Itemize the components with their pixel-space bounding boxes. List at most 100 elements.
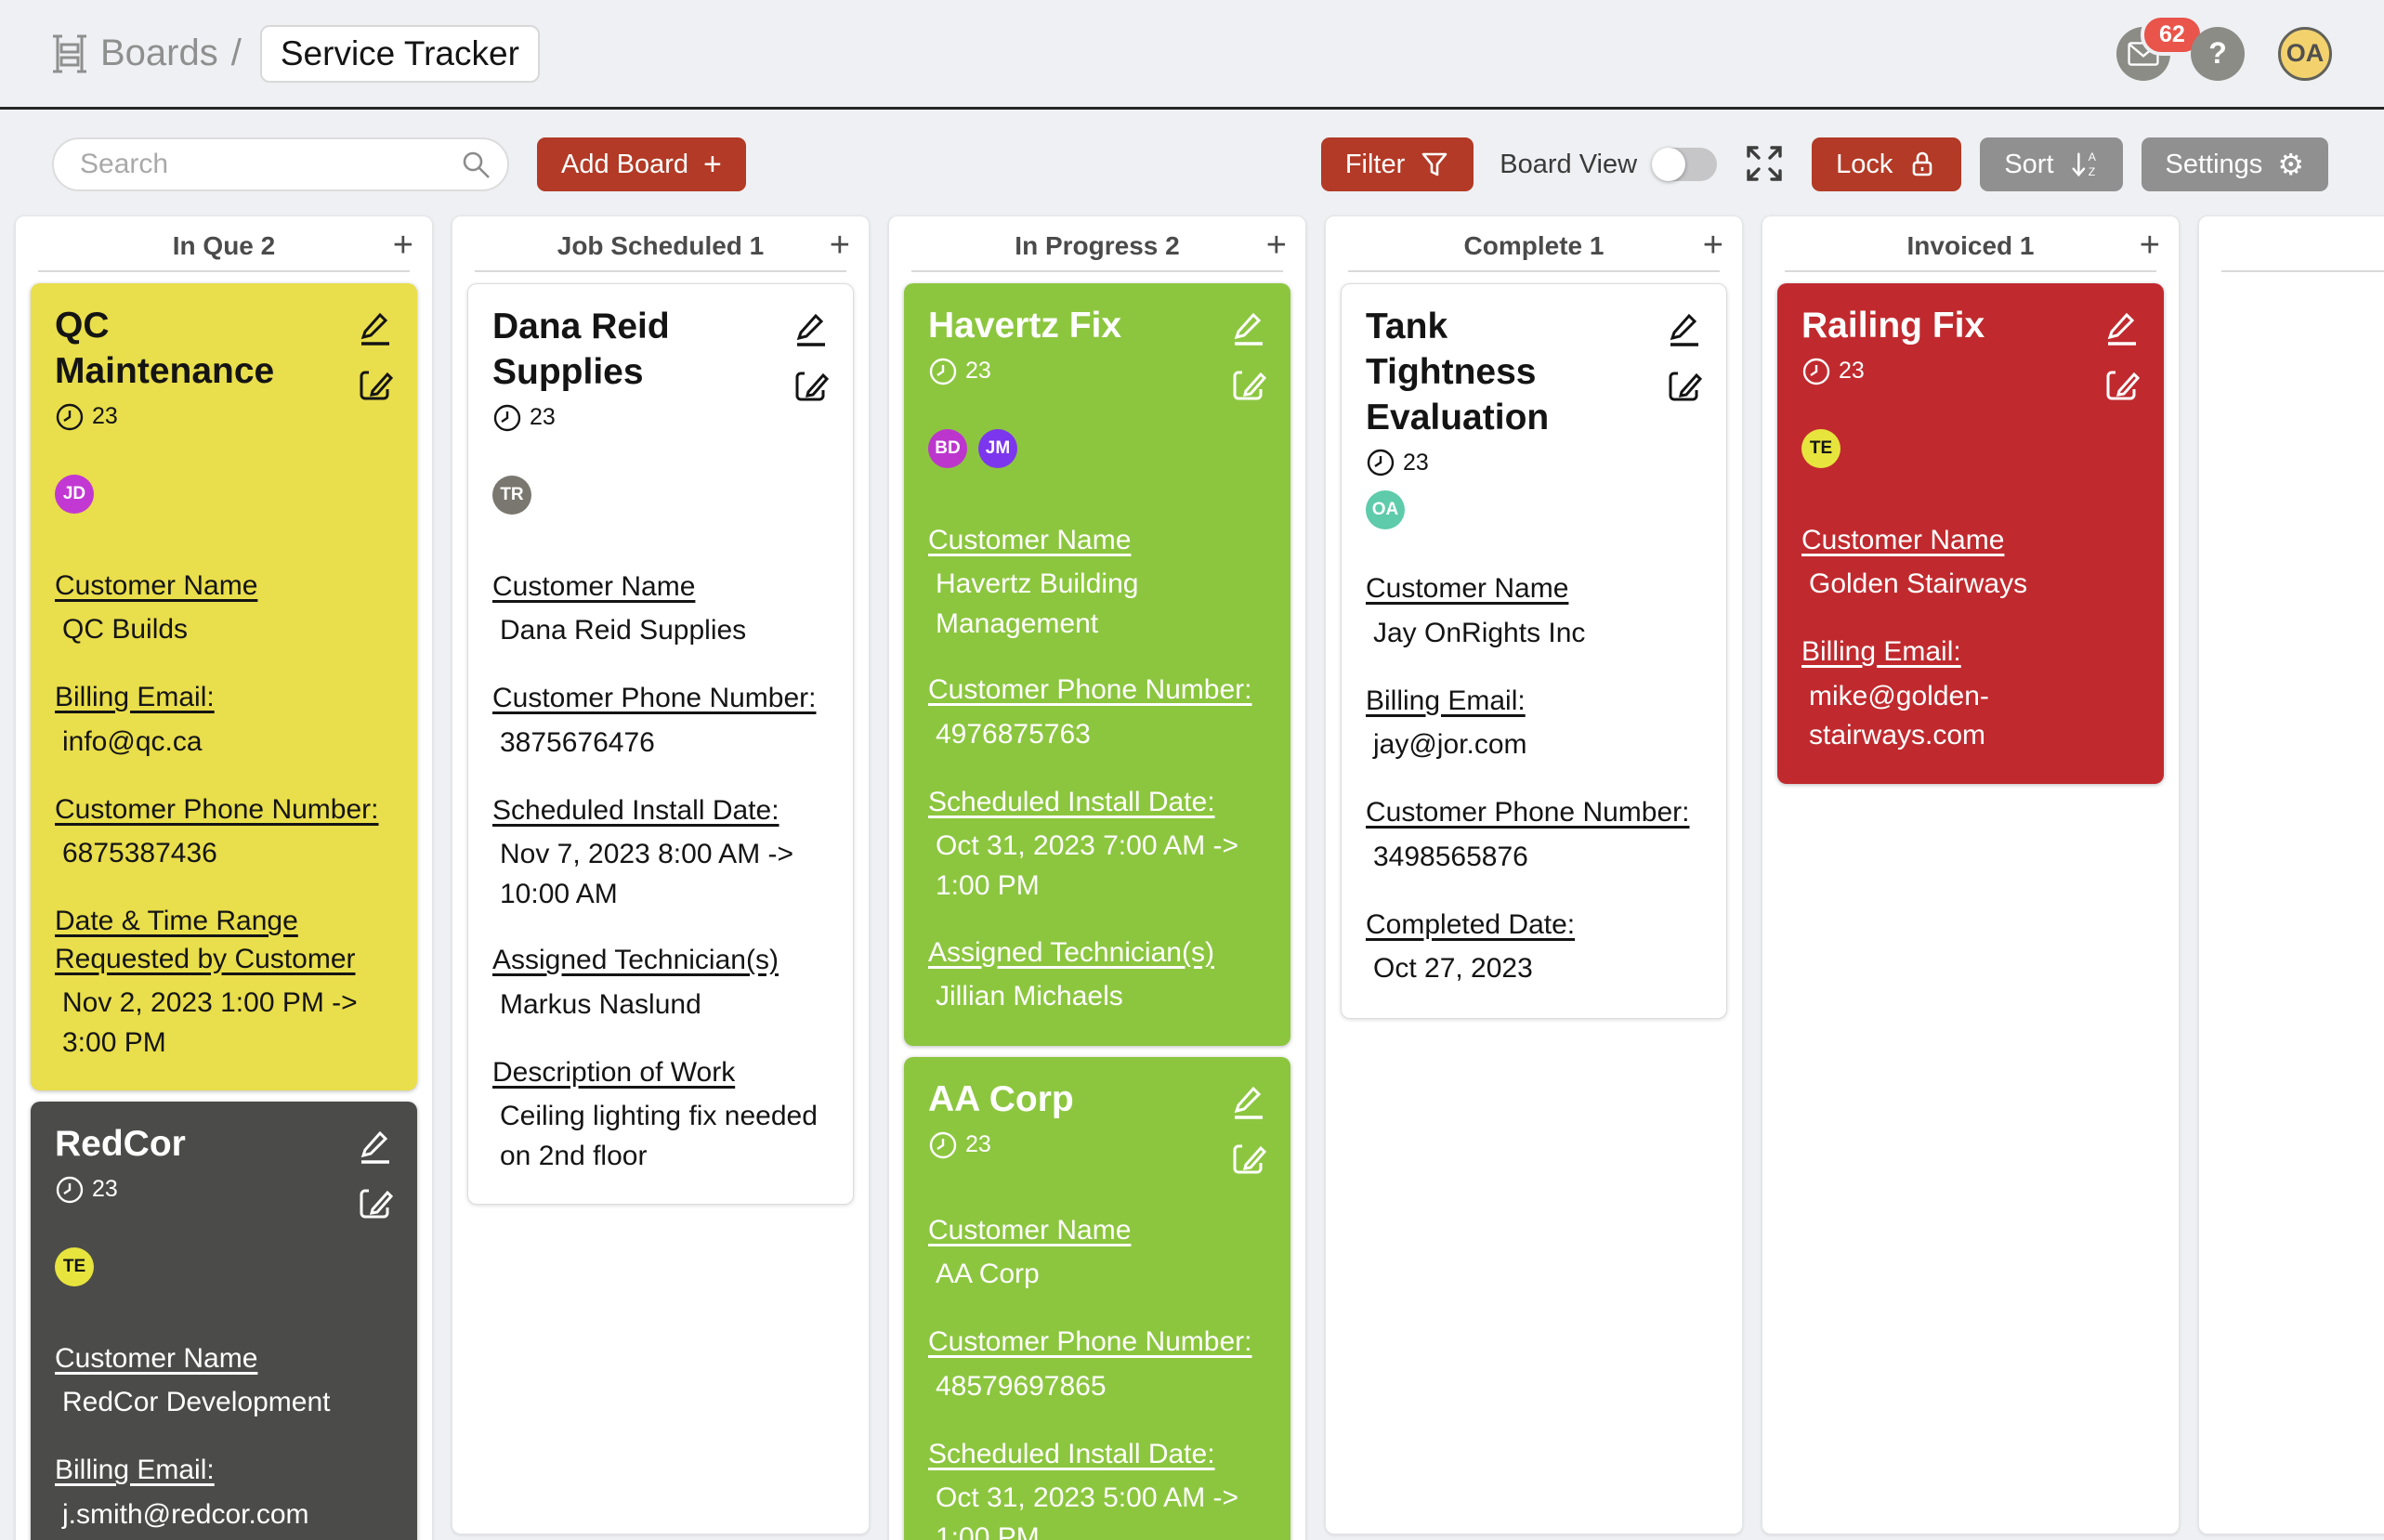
column-title: Pa — [2221, 231, 2384, 261]
svg-text:A: A — [2088, 150, 2096, 163]
column-invoiced: Invoiced 1 + Railing Fix 23 — [1762, 215, 2180, 1534]
card-clock: 23 — [928, 357, 1266, 386]
settings-button[interactable]: Settings ⚙ — [2141, 137, 2328, 191]
card-field: Scheduled Install Date: Oct 31, 2023 7:00… — [928, 786, 1239, 902]
filter-button[interactable]: Filter — [1320, 137, 1474, 191]
edit-title-button[interactable] — [790, 307, 831, 347]
add-card-button[interactable]: + — [829, 226, 850, 265]
card-title: RedCor — [55, 1124, 186, 1165]
svg-text:Z: Z — [2088, 165, 2095, 178]
column-title: In Que 2 — [172, 231, 276, 260]
add-card-button[interactable]: + — [2139, 226, 2160, 265]
card-title: AA Corp — [928, 1079, 1074, 1120]
card-havertz-fix[interactable]: Havertz Fix 23 BD JM — [904, 283, 1290, 1047]
column-divider — [38, 270, 410, 272]
edit-title-button[interactable] — [1227, 1079, 1268, 1120]
breadcrumb-boards[interactable]: Boards — [100, 33, 218, 73]
board-view-toggle[interactable] — [1652, 148, 1718, 181]
card-field: Customer Phone Number: 6875387436 — [55, 793, 379, 869]
column-divider — [1785, 270, 2156, 272]
edit-title-button[interactable] — [1663, 307, 1704, 347]
open-editor-button[interactable] — [790, 364, 831, 405]
open-editor-button[interactable] — [354, 363, 395, 404]
gear-icon: ⚙ — [2277, 147, 2304, 182]
edit-note-icon — [795, 372, 830, 401]
avatar: TR — [492, 475, 531, 515]
column-divider — [2221, 270, 2384, 272]
card-field: Customer Name QC Builds — [55, 569, 258, 646]
open-editor-button[interactable] — [354, 1181, 395, 1222]
open-editor-button[interactable] — [1227, 363, 1268, 404]
column-complete: Complete 1 + Tank Tightness Evaluation 2… — [1325, 215, 1743, 1534]
column-job-scheduled: Job Scheduled 1 + Dana Reid Supplies 23 — [452, 215, 870, 1534]
search-icon — [463, 151, 490, 178]
card-qc-maintenance[interactable]: QC Maintenance 23 JD Custo — [31, 283, 417, 1091]
card-title: Havertz Fix — [928, 306, 1122, 346]
help-button[interactable]: ? — [2191, 26, 2245, 81]
card-clock: 23 — [1801, 357, 2140, 386]
clock-icon — [1802, 358, 1830, 385]
edit-note-icon — [1233, 371, 1267, 400]
board: In Que 2 + QC Maintenance 23 — [0, 191, 2384, 1540]
edit-title-button[interactable] — [1227, 306, 1268, 346]
edit-title-button[interactable] — [354, 306, 395, 346]
card-field: Description of Work Ceiling lighting fix … — [492, 1056, 818, 1171]
open-editor-button[interactable] — [1227, 1137, 1268, 1178]
app-header: Boards / Service Tracker 62 ? OA — [0, 0, 2384, 110]
card-field: Customer Name Dana Reid Supplies — [492, 570, 747, 646]
breadcrumb-separator: / — [230, 33, 242, 73]
edit-title-button[interactable] — [2101, 306, 2142, 346]
search-input[interactable] — [52, 137, 509, 191]
card-field: Assigned Technician(s) Jillian Michaels — [928, 936, 1214, 1012]
column-in-que: In Que 2 + QC Maintenance 23 — [15, 215, 433, 1540]
card-field: Billing Email: jay@jor.com — [1366, 685, 1527, 761]
edit-note-icon — [2106, 371, 2141, 400]
add-card-button[interactable]: + — [1702, 226, 1723, 265]
sort-button[interactable]: Sort A Z — [1980, 137, 2123, 191]
avatar: JM — [978, 428, 1017, 468]
edit-note-icon — [1233, 1144, 1267, 1174]
avatar: TE — [1801, 428, 1840, 468]
avatar: BD — [928, 428, 967, 468]
card-dana-reid-supplies[interactable]: Dana Reid Supplies 23 TR C — [467, 283, 854, 1206]
card-redcor[interactable]: RedCor 23 TE Customer Name — [31, 1102, 417, 1540]
lock-button[interactable]: Lock — [1812, 137, 1962, 191]
add-card-button[interactable]: + — [1265, 226, 1287, 265]
fullscreen-button[interactable] — [1743, 142, 1786, 188]
board-title-input[interactable]: Service Tracker — [259, 24, 540, 83]
column-title: Complete 1 — [1463, 231, 1605, 260]
search-wrap — [52, 137, 509, 191]
card-railing-fix[interactable]: Railing Fix 23 TE Customer — [1777, 283, 2164, 784]
open-editor-button[interactable] — [2101, 363, 2142, 404]
column-in-progress: In Progress 2 + Havertz Fix 23 — [888, 215, 1306, 1540]
card-field: Assigned Technician(s) Markus Naslund — [492, 945, 779, 1020]
card-field: Billing Email: info@qc.ca — [55, 682, 215, 757]
user-avatar[interactable]: OA — [2278, 26, 2332, 81]
inbox-button[interactable]: 62 — [2116, 13, 2204, 81]
column-partial: Pa + — [2198, 215, 2384, 1534]
add-board-button[interactable]: Add Board + — [537, 137, 746, 191]
card-field: Customer Phone Number: 3498565876 — [1366, 797, 1690, 872]
edit-note-icon — [360, 1189, 394, 1219]
question-icon: ? — [2208, 36, 2227, 70]
card-field: Customer Phone Number: 4976875763 — [928, 674, 1252, 750]
card-tank-tightness-evaluation[interactable]: Tank Tightness Evaluation 23 OA — [1341, 283, 1727, 1020]
edit-title-button[interactable] — [354, 1124, 395, 1165]
open-editor-button[interactable] — [1663, 364, 1704, 405]
breadcrumb: Boards / Service Tracker — [52, 24, 540, 83]
column-title: Invoiced 1 — [1906, 231, 2035, 260]
column-title: In Progress 2 — [1015, 231, 1180, 260]
add-card-button[interactable]: + — [392, 226, 413, 265]
card-title: Railing Fix — [1801, 306, 1985, 346]
plus-icon: + — [703, 146, 722, 182]
card-aa-corp[interactable]: AA Corp 23 Customer Name AA Corp Customer… — [904, 1057, 1290, 1540]
card-clock: 23 — [55, 402, 393, 432]
toggle-knob — [1652, 148, 1686, 181]
card-field: Customer Phone Number: 3875676476 — [492, 683, 817, 758]
filter-icon — [1421, 152, 1447, 176]
pencil-icon — [1234, 312, 1263, 346]
card-clock: 23 — [928, 1130, 1266, 1160]
pencil-icon — [1670, 313, 1698, 346]
avatar: JD — [55, 474, 94, 514]
board-icon — [53, 34, 86, 72]
